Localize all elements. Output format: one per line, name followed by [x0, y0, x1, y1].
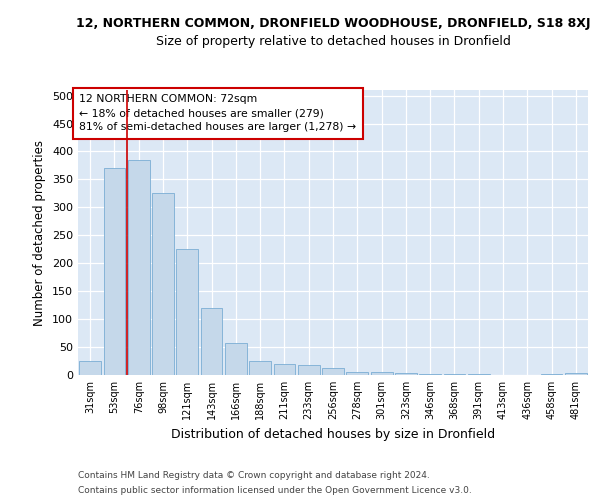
- Bar: [371, 372, 392, 375]
- Bar: [128, 160, 149, 375]
- Bar: [565, 373, 587, 375]
- Text: Contains public sector information licensed under the Open Government Licence v3: Contains public sector information licen…: [78, 486, 472, 495]
- Bar: [468, 374, 490, 375]
- Bar: [104, 168, 125, 375]
- Bar: [541, 374, 562, 375]
- Bar: [79, 361, 101, 375]
- Text: 12 NORTHERN COMMON: 72sqm
← 18% of detached houses are smaller (279)
81% of semi: 12 NORTHERN COMMON: 72sqm ← 18% of detac…: [79, 94, 356, 132]
- Bar: [298, 365, 320, 375]
- X-axis label: Distribution of detached houses by size in Dronfield: Distribution of detached houses by size …: [171, 428, 495, 440]
- Bar: [346, 372, 368, 375]
- Bar: [249, 361, 271, 375]
- Y-axis label: Number of detached properties: Number of detached properties: [34, 140, 46, 326]
- Bar: [176, 250, 198, 375]
- Bar: [274, 364, 295, 375]
- Bar: [322, 368, 344, 375]
- Bar: [443, 374, 466, 375]
- Text: 12, NORTHERN COMMON, DRONFIELD WOODHOUSE, DRONFIELD, S18 8XJ: 12, NORTHERN COMMON, DRONFIELD WOODHOUSE…: [76, 18, 590, 30]
- Bar: [225, 343, 247, 375]
- Bar: [152, 194, 174, 375]
- Bar: [200, 308, 223, 375]
- Bar: [419, 374, 441, 375]
- Bar: [395, 374, 417, 375]
- Text: Contains HM Land Registry data © Crown copyright and database right 2024.: Contains HM Land Registry data © Crown c…: [78, 471, 430, 480]
- Text: Size of property relative to detached houses in Dronfield: Size of property relative to detached ho…: [155, 35, 511, 48]
